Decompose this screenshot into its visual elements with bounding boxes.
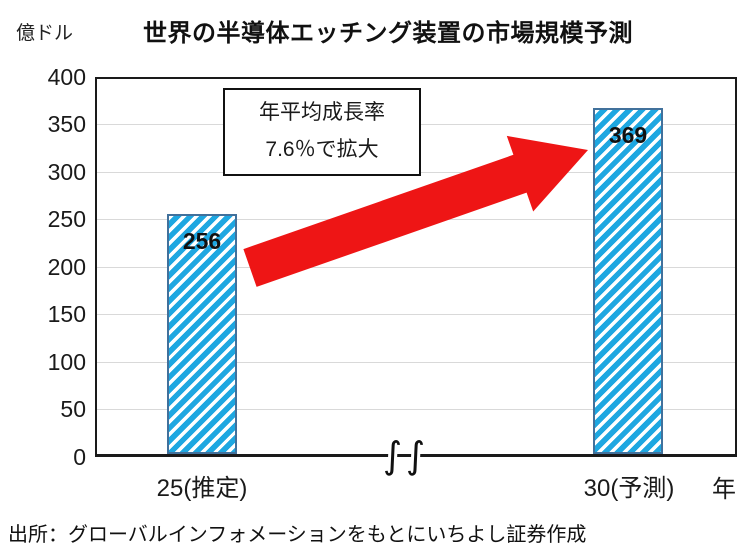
y-tick-label-400: 400 (47, 64, 86, 90)
annotation-box: 年平均成長率 7.6％で拡大 (223, 88, 421, 176)
bar-2025: 256 (167, 214, 237, 454)
bar-2030: 369 (593, 108, 663, 454)
gridline-150 (97, 314, 735, 315)
gridline-50 (97, 409, 735, 410)
y-tick-label-50: 50 (60, 396, 86, 422)
x-tick-label-2025: 25(推定) (156, 475, 248, 502)
x-tick-label-2030: 30(予測) (583, 475, 675, 502)
y-tick-label-250: 250 (47, 206, 86, 232)
y-axis-unit-label: 億ドル (16, 23, 74, 44)
source-note: 出所：グローバルインフォメーションをもとにいちよし証券作成 (8, 524, 587, 546)
x-axis-unit-label: 年 (712, 476, 736, 503)
gridline-100 (97, 362, 735, 363)
y-tick-label-100: 100 (47, 349, 86, 375)
y-tick-label-0: 0 (73, 444, 86, 470)
bar-value-label-2030: 369 (608, 122, 648, 148)
y-tick-label-150: 150 (47, 301, 86, 327)
y-tick-label-200: 200 (47, 254, 86, 280)
bar-value-label-2025: 256 (182, 228, 222, 254)
chart-title: 世界の半導体エッチング装置の市場規模予測 (143, 20, 633, 47)
y-tick-label-350: 350 (47, 111, 86, 137)
y-tick-label-300: 300 (47, 159, 86, 185)
annotation-line1: 年平均成長率 (259, 101, 385, 125)
annotation-line2: 7.6％で拡大 (265, 138, 379, 161)
